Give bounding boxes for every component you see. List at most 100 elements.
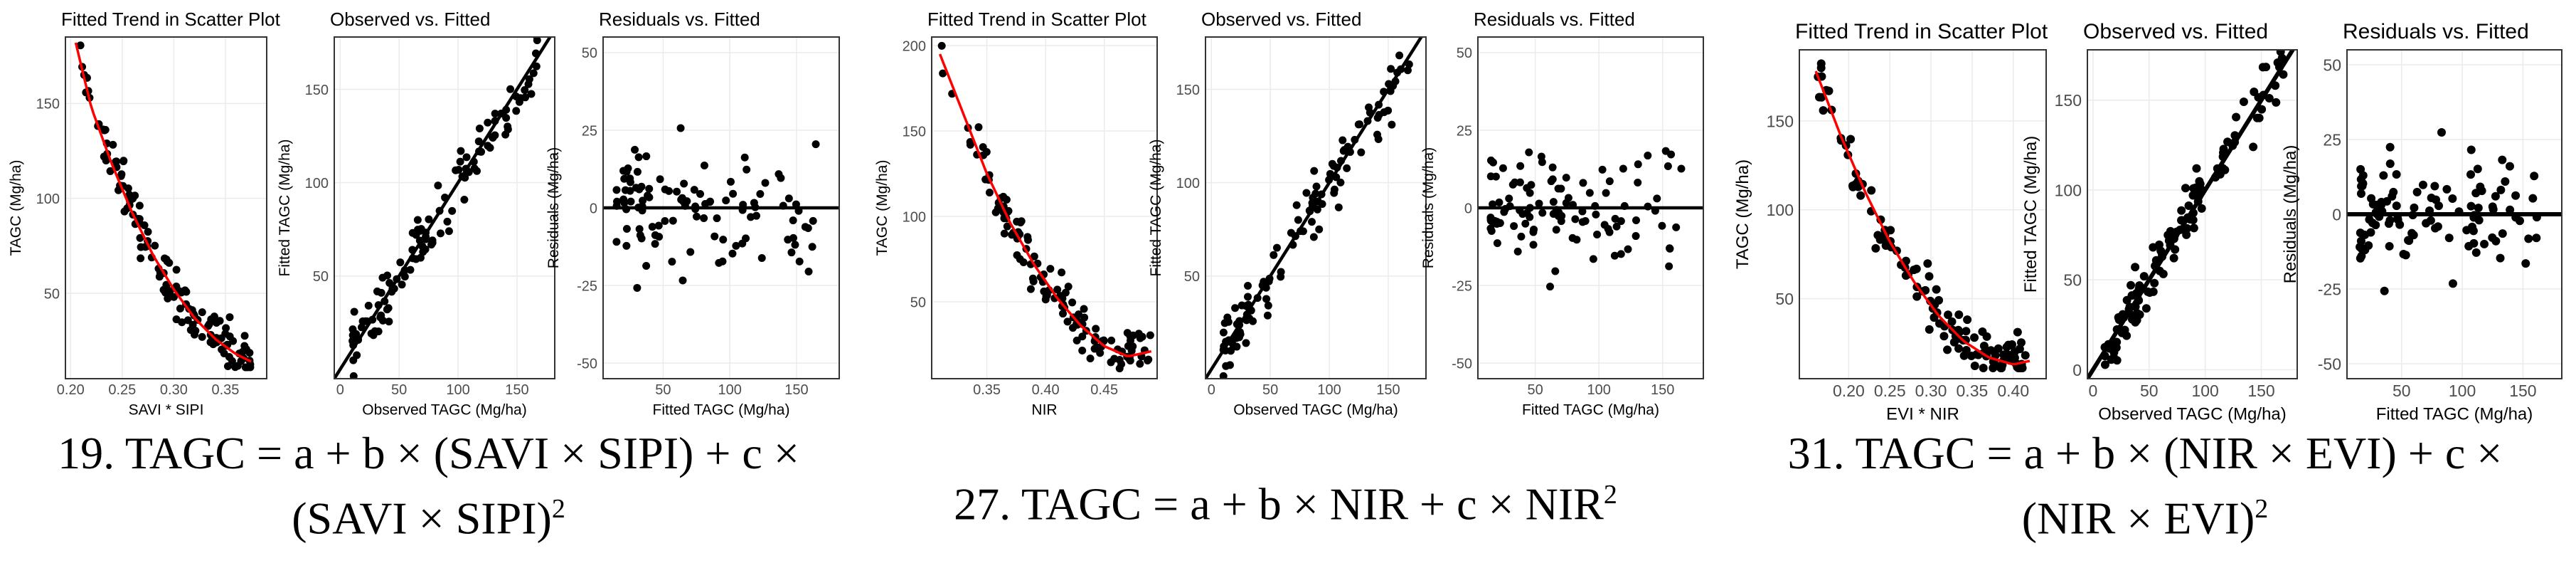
- data-point: [1665, 262, 1673, 270]
- data-point: [1677, 164, 1686, 173]
- data-point: [1107, 358, 1115, 367]
- chart-panel-5: Observed vs. Fitted Observed TAGC (Mg/ha)…: [1148, 9, 1427, 418]
- data-point: [475, 124, 484, 132]
- data-point: [2506, 205, 2515, 214]
- data-point: [809, 216, 817, 225]
- data-point: [2489, 205, 2498, 214]
- panel-border: [2346, 49, 2562, 379]
- data-point: [353, 351, 361, 359]
- data-point: [1912, 292, 1922, 301]
- data-point: [1078, 346, 1087, 354]
- caption-model-31-line2: (NIR × EVI)2: [1714, 481, 2576, 546]
- x-tick-label: 150: [505, 382, 528, 398]
- data-point: [1548, 175, 1557, 184]
- data-point: [645, 184, 654, 193]
- data-point: [2010, 347, 2019, 357]
- data-point: [2003, 340, 2013, 349]
- data-point: [761, 179, 770, 187]
- data-point: [2491, 191, 2500, 201]
- reference-line: [2087, 50, 2296, 379]
- data-point: [2112, 337, 2122, 347]
- data-point: [2473, 164, 2482, 174]
- data-point: [1600, 221, 1609, 229]
- panel-border: [1205, 36, 1427, 379]
- data-point: [398, 280, 406, 289]
- data-point: [1375, 110, 1383, 119]
- data-point: [1545, 283, 1554, 291]
- data-point: [2498, 229, 2507, 238]
- x-tick-label: 100: [1587, 382, 1610, 398]
- data-point: [1042, 292, 1050, 300]
- data-point: [1223, 313, 1232, 322]
- data-point: [2135, 281, 2144, 290]
- data-point: [2272, 98, 2281, 107]
- data-point: [1357, 148, 1366, 157]
- data-point: [999, 192, 1008, 201]
- data-point: [1287, 228, 1295, 237]
- caption-model-27-line1: 27. TAGC = a + b × NIR + c × NIR2: [857, 467, 1714, 532]
- data-point: [642, 152, 651, 161]
- data-point: [1562, 174, 1570, 182]
- data-point: [2013, 327, 2022, 337]
- data-point: [1061, 288, 1070, 297]
- caption-model-19-text2: (SAVI × SIPI): [292, 493, 552, 544]
- data-point: [1516, 178, 1524, 186]
- chart-panel-2: Observed vs. Fitted Observed TAGC (Mg/ha)…: [277, 9, 555, 418]
- fit-curve: [1814, 70, 2031, 366]
- y-tick-label: 50: [44, 286, 60, 302]
- data-point: [1309, 233, 1318, 241]
- data-point: [1489, 200, 1497, 209]
- chart-title: Observed vs. Fitted: [330, 9, 490, 30]
- data-point: [757, 254, 766, 263]
- data-point: [939, 69, 947, 78]
- data-point: [642, 262, 651, 270]
- data-point: [1672, 223, 1681, 231]
- data-point: [1516, 162, 1525, 170]
- data-point: [1000, 229, 1008, 238]
- x-axis-label: NIR: [1031, 401, 1057, 418]
- data-point: [1126, 357, 1134, 365]
- data-point: [1548, 163, 1557, 172]
- data-point: [1943, 345, 1952, 354]
- data-point: [787, 248, 796, 257]
- data-point: [2127, 315, 2136, 324]
- data-point: [2385, 216, 2395, 225]
- x-axis-label: Fitted TAGC (Mg/ha): [2376, 405, 2533, 424]
- data-point: [129, 194, 137, 203]
- data-point: [2184, 201, 2193, 211]
- data-point: [2120, 325, 2129, 335]
- plot-area: [1814, 59, 2031, 373]
- data-point: [1013, 251, 1021, 259]
- x-tick-label: 0.30: [160, 382, 188, 398]
- data-point: [1568, 233, 1577, 242]
- x-tick-label: 0.40: [1997, 382, 2029, 400]
- data-point: [2442, 184, 2452, 194]
- data-point: [136, 233, 144, 242]
- data-point: [635, 185, 644, 194]
- plot-area: [74, 41, 255, 372]
- data-point: [2466, 170, 2475, 179]
- data-point: [2389, 187, 2398, 196]
- data-point: [2131, 263, 2140, 272]
- data-point: [2197, 204, 2206, 213]
- y-axis-label: Fitted TAGC (Mg/ha): [2021, 136, 2040, 293]
- data-point: [1551, 267, 1560, 275]
- data-point: [2505, 162, 2514, 171]
- data-point: [1046, 265, 1055, 273]
- data-point: [1003, 222, 1011, 231]
- data-point: [506, 85, 515, 93]
- data-point: [183, 316, 192, 325]
- data-point: [1500, 208, 1508, 216]
- data-point: [1521, 219, 1530, 228]
- data-point: [1510, 222, 1518, 231]
- data-point: [1557, 217, 1565, 226]
- data-point: [1624, 245, 1632, 253]
- data-point: [501, 130, 510, 139]
- data-point: [1387, 65, 1395, 73]
- data-point: [2109, 353, 2119, 362]
- data-point: [1598, 165, 1607, 174]
- data-point: [620, 174, 629, 183]
- data-point: [2017, 338, 2026, 347]
